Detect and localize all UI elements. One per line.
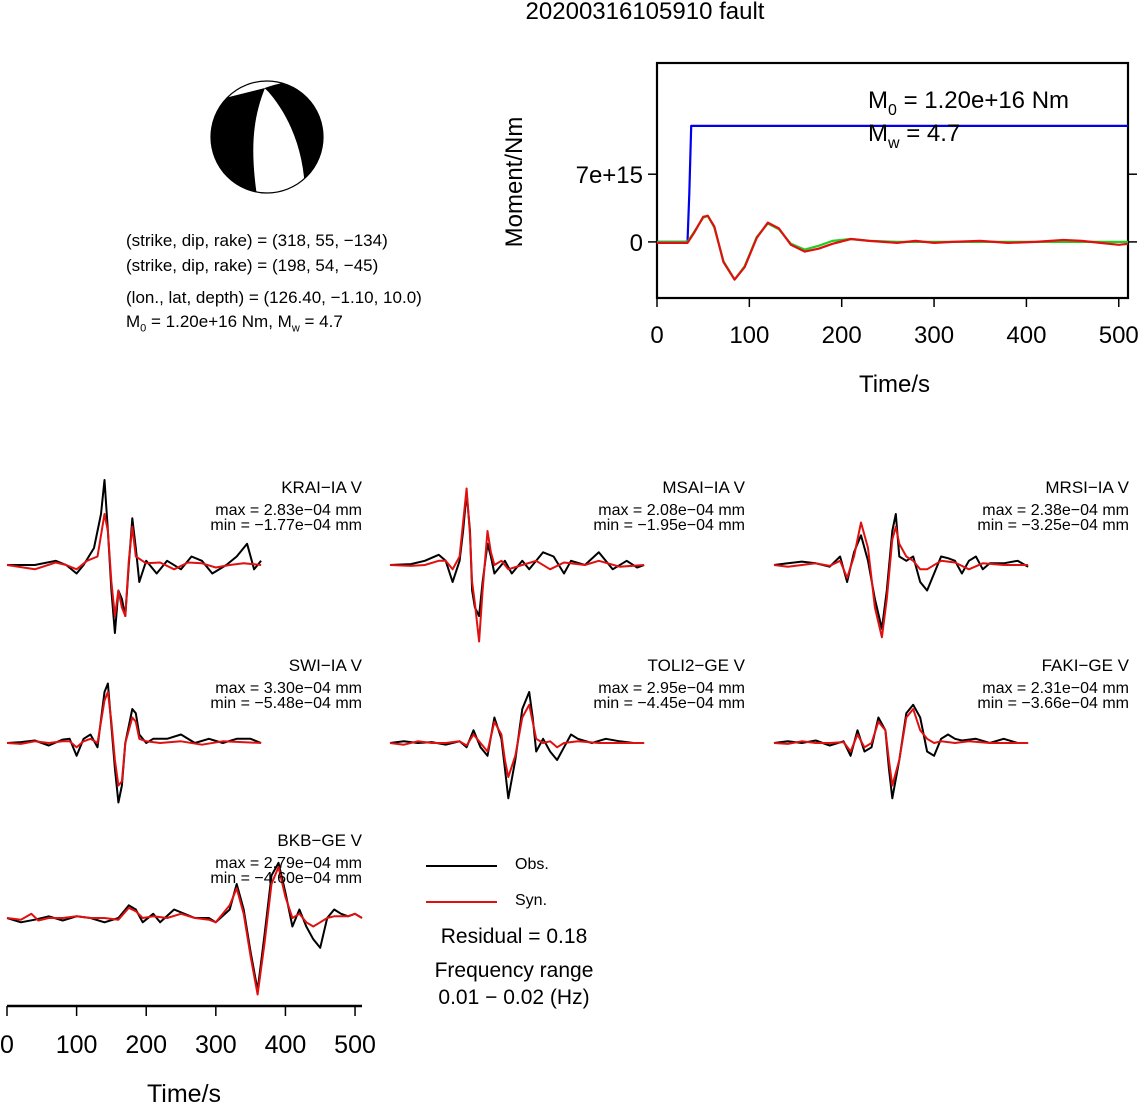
station-min: min = −5.48e−04 mm [210, 695, 362, 712]
syn-trace [6, 691, 262, 787]
moment-y-tick-label: 7e+15 [576, 162, 643, 189]
station-max: max = 2.83e−04 mm [215, 502, 362, 519]
station-max: max = 2.31e−04 mm [982, 680, 1129, 697]
station-min: min = −4.60e−04 mm [210, 870, 362, 887]
moment-mw-annotation: Mw = 4.7 [868, 120, 960, 152]
moment-series-line-2 [657, 214, 1129, 281]
station-min: min = −3.66e−04 mm [977, 695, 1129, 712]
station-name: FAKI−GE V [1042, 656, 1130, 675]
station-max: max = 2.08e−04 mm [598, 502, 745, 519]
beachball-icon [210, 80, 324, 194]
location-line: (lon., lat, depth) = (126.40, −1.10, 10.… [126, 288, 422, 307]
station-name: BKB−GE V [277, 831, 362, 850]
moment-x-axis-label: Time/s [859, 371, 930, 398]
syn-trace [6, 513, 262, 617]
obs-trace [6, 861, 363, 992]
waveform-x-axis-label: Time/s [147, 1080, 221, 1104]
station-max: max = 2.95e−04 mm [598, 680, 745, 697]
waveform-x-tick-label: 200 [125, 1031, 167, 1059]
figure-title: 20200316105910 fault [525, 0, 765, 25]
station-name: MSAI−IA V [662, 478, 745, 497]
station-max: max = 2.79e−04 mm [215, 855, 362, 872]
obs-trace [6, 682, 262, 804]
magnitude-line: M0 = 1.20e+16 Nm, Mw = 4.7 [126, 312, 343, 335]
station-name: MRSI−IA V [1045, 478, 1129, 497]
station-min: min = −3.25e−04 mm [977, 517, 1129, 534]
moment-x-tick-label: 0 [650, 322, 663, 349]
station-min: min = −1.95e−04 mm [593, 517, 745, 534]
moment-y-tick-label: 0 [630, 230, 643, 257]
waveform-x-tick-label: 300 [195, 1031, 237, 1059]
moment-x-tick-label: 500 [1099, 322, 1139, 349]
moment-x-tick-label: 400 [1006, 322, 1046, 349]
nodal-plane-1: (strike, dip, rake) = (318, 55, −134) [126, 231, 388, 250]
station-max: max = 2.38e−04 mm [982, 502, 1129, 519]
legend-syn-label: Syn. [515, 892, 548, 909]
residual-text: Residual = 0.18 [440, 925, 588, 948]
obs-trace [773, 513, 1029, 630]
station-min: min = −4.45e−04 mm [593, 695, 745, 712]
syn-trace [773, 521, 1029, 639]
syn-trace [773, 708, 1029, 787]
moment-x-tick-label: 200 [822, 322, 862, 349]
syn-trace [6, 866, 363, 996]
moment-y-axis-label: Moment/Nm [501, 117, 528, 248]
frequency-label: Frequency range [434, 959, 594, 982]
waveform-x-tick-label: 500 [334, 1031, 376, 1059]
syn-trace [389, 703, 645, 778]
station-name: SWI−IA V [289, 656, 363, 675]
station-name: TOLI2−GE V [648, 656, 746, 675]
moment-x-tick-label: 300 [914, 322, 954, 349]
waveform-x-tick-label: 400 [265, 1031, 307, 1059]
moment-series-group [657, 124, 1129, 281]
moment-x-tick-label: 100 [729, 322, 769, 349]
frequency-value: 0.01 − 0.02 (Hz) [438, 986, 590, 1009]
legend-obs-label: Obs. [515, 856, 549, 873]
waveform-x-tick-label: 0 [0, 1031, 14, 1059]
moment-m0-annotation: M0 = 1.20e+16 Nm [868, 87, 1069, 119]
moment-plot-frame [655, 61, 1130, 300]
station-max: max = 3.30e−04 mm [215, 680, 362, 697]
waveform-x-tick-label: 100 [56, 1031, 98, 1059]
station-name: KRAI−IA V [281, 478, 362, 497]
nodal-plane-2: (strike, dip, rake) = (198, 54, −45) [126, 256, 379, 275]
station-min: min = −1.77e−04 mm [210, 517, 362, 534]
syn-trace [389, 487, 645, 643]
